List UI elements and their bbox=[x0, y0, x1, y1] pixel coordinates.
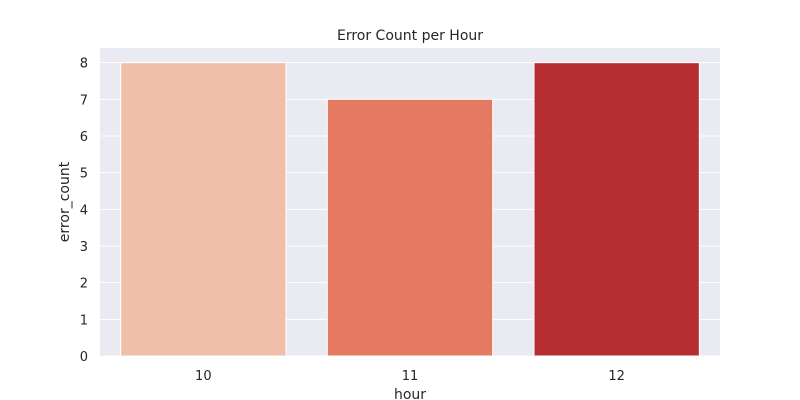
y-axis-label: error_count bbox=[57, 161, 73, 242]
y-tick-label: 5 bbox=[80, 167, 88, 182]
y-tick-label: 1 bbox=[80, 313, 88, 328]
x-tick-label: 11 bbox=[402, 369, 419, 384]
chart-title: Error Count per Hour bbox=[337, 28, 483, 44]
y-tick-label: 0 bbox=[80, 350, 88, 365]
y-tick-labels: 0 1 2 3 4 5 6 7 8 bbox=[80, 57, 88, 365]
bar-10 bbox=[120, 62, 287, 357]
x-axis-label: hour bbox=[394, 387, 426, 400]
y-tick-label: 7 bbox=[80, 93, 88, 108]
bar-12 bbox=[533, 62, 700, 357]
x-tick-label: 12 bbox=[608, 369, 625, 384]
y-tick-label: 6 bbox=[80, 130, 88, 145]
x-tick-labels: 10 11 12 bbox=[195, 369, 625, 384]
y-tick-label: 4 bbox=[80, 203, 88, 218]
y-tick-label: 3 bbox=[80, 240, 88, 255]
y-tick-label: 8 bbox=[80, 57, 88, 72]
y-tick-label: 2 bbox=[80, 277, 88, 292]
bars bbox=[120, 62, 700, 357]
x-tick-label: 10 bbox=[195, 369, 212, 384]
bar-11 bbox=[326, 98, 494, 357]
